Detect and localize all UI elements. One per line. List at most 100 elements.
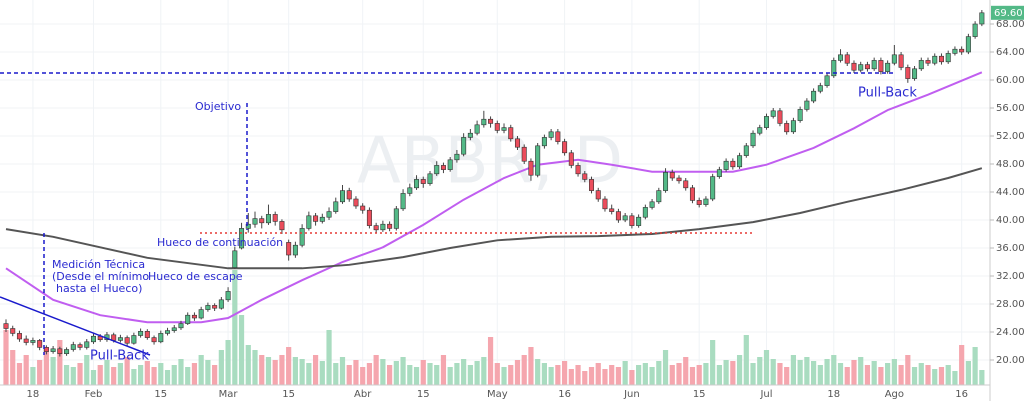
volume-bar: [131, 369, 137, 385]
candle-body: [784, 123, 790, 133]
candle-body: [225, 291, 231, 301]
volume-bar: [97, 365, 103, 385]
candle-body: [602, 198, 608, 210]
volume-bar: [696, 365, 702, 385]
candle-body: [124, 337, 130, 344]
candle-body: [461, 137, 467, 155]
candle-body: [205, 305, 211, 310]
volume-bar: [198, 355, 204, 385]
candle-body: [313, 215, 319, 222]
candle-body: [339, 190, 345, 203]
candle-body: [326, 211, 332, 218]
volume-bar: [84, 355, 90, 385]
volume-bar: [265, 357, 272, 385]
annotation: Hueco de continuación: [157, 236, 283, 249]
watermark: ABBR, D: [357, 125, 623, 199]
candle-body: [185, 314, 191, 324]
candle-body: [400, 193, 406, 210]
moving-average: [5, 167, 983, 270]
y-tick-label: 64.00: [996, 47, 1024, 58]
volume-bar: [568, 369, 574, 385]
candle-body: [218, 299, 224, 309]
volume-bar: [716, 365, 722, 385]
candle-body: [138, 331, 144, 336]
volume-bar: [595, 363, 601, 385]
x-tick-label: 15: [154, 389, 167, 400]
candle-body: [541, 137, 547, 147]
trend-line: [0, 296, 151, 356]
candle-body: [447, 159, 453, 170]
candle-body: [427, 173, 433, 184]
volume-bar: [837, 363, 844, 385]
volume-bar: [393, 361, 399, 385]
volume-bar: [891, 359, 897, 385]
volume-bar: [373, 355, 379, 385]
volume-bar: [232, 270, 238, 385]
last-value-label: 69.60: [994, 8, 1023, 19]
volume-bar: [817, 365, 823, 385]
candle-body: [10, 328, 16, 334]
volume-bar: [400, 357, 406, 385]
volume-bar: [407, 365, 413, 385]
candle-body: [77, 344, 83, 348]
volume-bar: [117, 363, 124, 385]
volume-bar: [191, 363, 198, 385]
axes: 20.00 24.00 28.00 32.00 36.00 40.00 44.00 48.00…: [27, 5, 1024, 400]
volume-bar: [945, 365, 951, 385]
volume-bar: [501, 367, 507, 385]
volume-bar: [23, 355, 29, 385]
volume-bar: [811, 361, 817, 385]
volume-bar: [905, 355, 911, 385]
volume-bar: [831, 355, 837, 385]
candle-body: [380, 223, 386, 231]
volume-bar: [353, 360, 359, 385]
volume-bar: [864, 365, 871, 385]
candle-body: [501, 127, 507, 131]
candle-body: [817, 85, 823, 92]
volume-bar: [16, 363, 23, 385]
candle-body: [232, 250, 238, 268]
volume-bar: [467, 365, 473, 385]
volume-bar: [245, 345, 251, 385]
volume-bar: [238, 315, 245, 385]
volume-bar: [561, 361, 568, 385]
volume-bar: [138, 365, 144, 385]
candle-body: [743, 145, 749, 156]
volume-bar: [427, 363, 433, 385]
candle-body: [508, 127, 514, 140]
y-tick-label: 44.00: [996, 187, 1024, 198]
volume-bar: [952, 371, 958, 385]
volume-bar: [279, 355, 285, 385]
volume-bar: [642, 363, 648, 385]
candle-body: [414, 179, 420, 189]
candle-body: [696, 200, 702, 205]
candle-body: [319, 216, 325, 222]
candle-body: [84, 341, 90, 348]
candle-body: [979, 12, 985, 25]
candle-body: [70, 344, 76, 350]
y-tick-label: 52.00: [996, 131, 1024, 142]
candle-body: [259, 218, 265, 224]
volume-bar: [911, 367, 918, 385]
candle-body: [750, 132, 756, 147]
volume-bar: [185, 367, 191, 385]
candle-body: [387, 223, 393, 229]
candle-body: [23, 338, 29, 343]
candle-body: [333, 201, 339, 212]
x-tick-label: May: [487, 389, 508, 400]
volume-bar: [615, 367, 622, 385]
volume-bar: [77, 363, 83, 385]
volume-bar: [111, 367, 117, 385]
volume-bar: [63, 365, 70, 385]
candle-body: [589, 179, 595, 191]
volume-bar: [918, 363, 924, 385]
candle-body: [656, 190, 662, 203]
candle-body: [649, 201, 655, 208]
volume-bar: [339, 357, 346, 385]
candle-body: [615, 211, 621, 221]
volume-bar: [878, 367, 884, 385]
volume-bar: [770, 359, 776, 385]
volume-bar: [299, 359, 305, 385]
candle-body: [804, 100, 810, 110]
